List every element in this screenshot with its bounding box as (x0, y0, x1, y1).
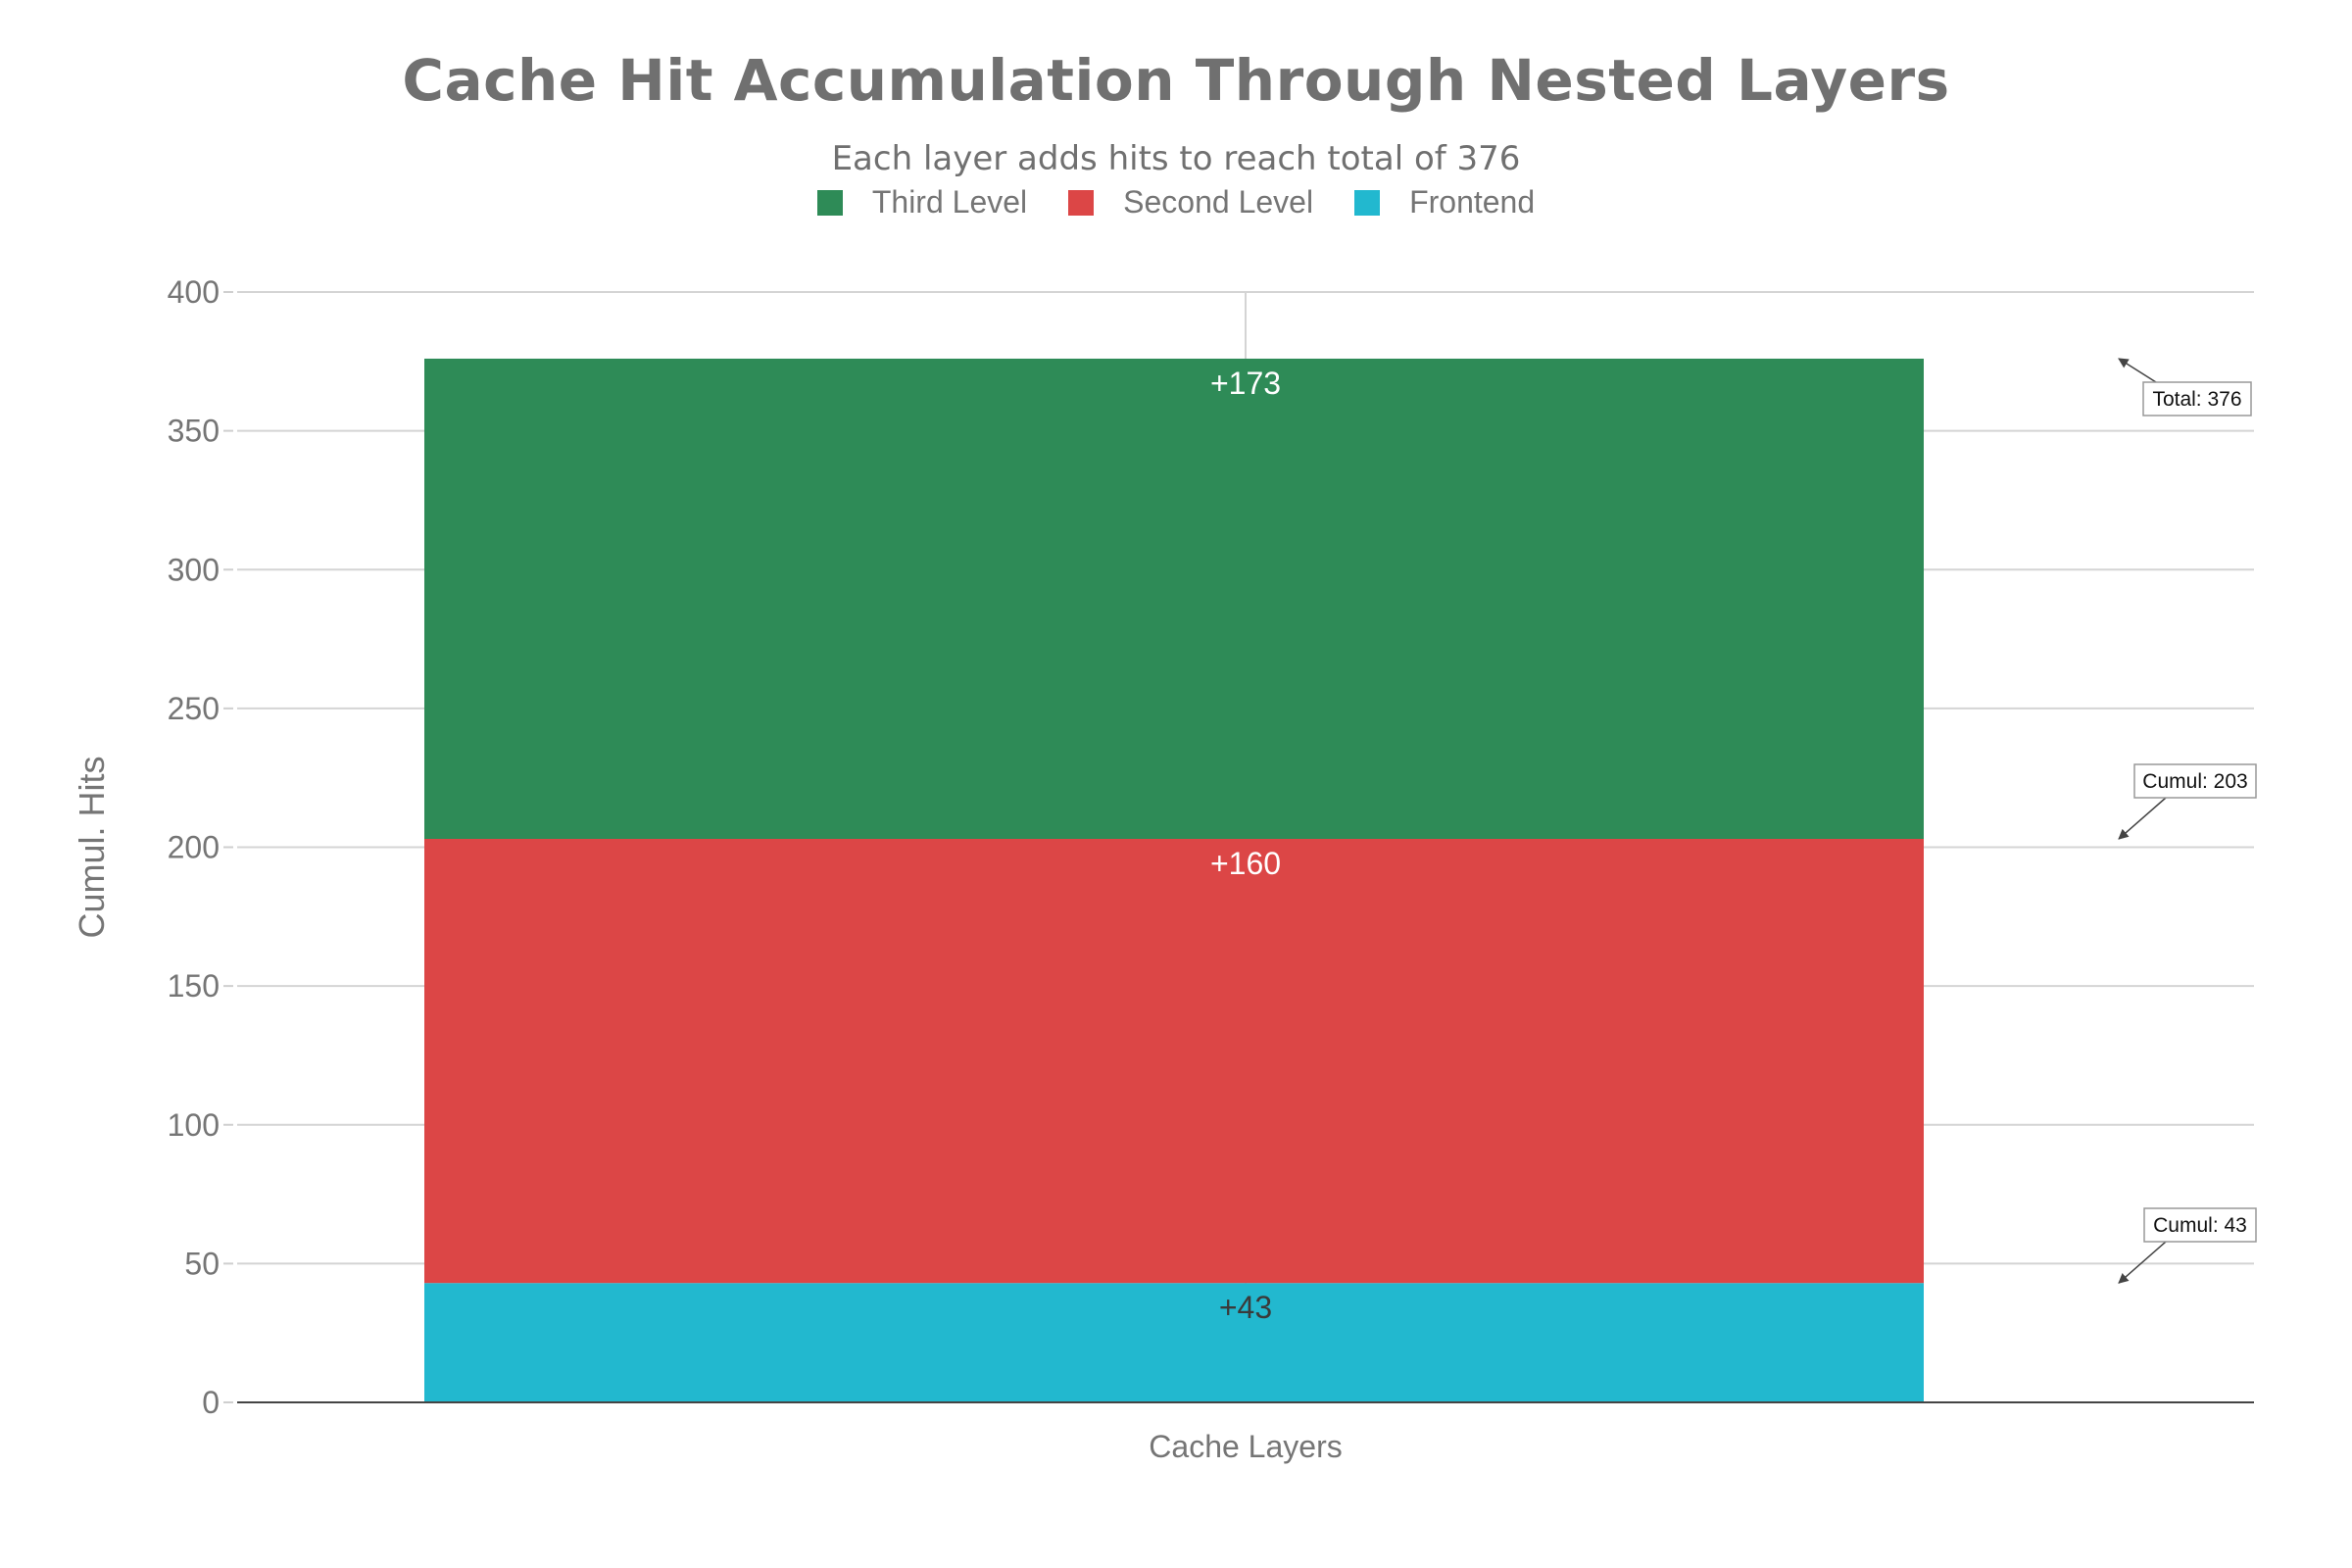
y-tick-label: 250 (168, 691, 220, 726)
y-tick-label: 300 (168, 552, 220, 587)
bar-frontend (424, 1283, 1924, 1402)
bar-second-level (424, 839, 1924, 1284)
y-tick-label: 400 (168, 274, 220, 310)
x-tick-label: Cache Layers (1149, 1429, 1342, 1464)
annotation-arrow (2118, 797, 2167, 840)
legend-item-frontend[interactable]: Frontend (1354, 184, 1535, 220)
annotation-box (2142, 381, 2252, 416)
chart-title: Cache Hit Accumulation Through Nested La… (402, 47, 1950, 114)
y-tick-label: 350 (168, 414, 220, 449)
annotation-arrow (2118, 358, 2157, 383)
annotation-label: Total: 376 (2152, 388, 2241, 411)
legend-swatch-third-level (816, 189, 843, 216)
annotation-label: Cumul: 203 (2142, 770, 2247, 793)
y-tick-label: 0 (202, 1385, 220, 1420)
legend-swatch-frontend (1354, 189, 1381, 216)
bar-label-frontend: +43 (1219, 1290, 1272, 1325)
legend-label-second-level: Second Level (1123, 184, 1314, 220)
bar-third-level (424, 358, 1924, 840)
annotation-box (2133, 763, 2257, 799)
legend-item-third-level[interactable]: Third Level (816, 184, 1028, 220)
legend-swatch-second-level (1068, 189, 1095, 216)
annotation-box (2143, 1207, 2257, 1243)
y-tick-label: 50 (184, 1246, 220, 1281)
chart-subtitle: Each layer adds hits to reach total of 3… (831, 139, 1521, 178)
legend-label-frontend: Frontend (1409, 184, 1536, 220)
annotation-label: Cumul: 43 (2153, 1214, 2247, 1237)
annotation-arrow (2118, 1241, 2167, 1284)
y-tick-label: 150 (168, 968, 220, 1004)
legend-item-second-level[interactable]: Second Level (1068, 184, 1313, 220)
legend: Third Level Second Level Frontend (0, 184, 2352, 220)
bar-label-third-level: +173 (1210, 366, 1281, 401)
y-tick-label: 200 (168, 830, 220, 865)
y-axis-title: Cumul. Hits (72, 756, 112, 938)
y-tick-label: 100 (168, 1107, 220, 1143)
legend-label-third-level: Third Level (871, 184, 1028, 220)
bar-label-second-level: +160 (1210, 846, 1281, 881)
